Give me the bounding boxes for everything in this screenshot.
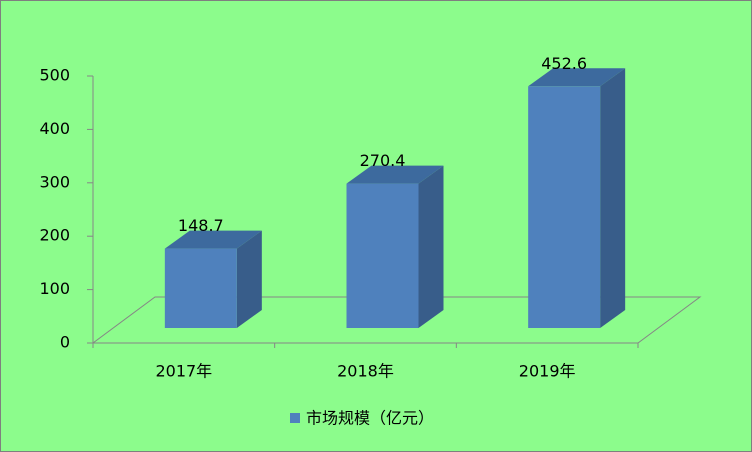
x-tick-label: 2017年 bbox=[155, 362, 212, 381]
y-tick-label: 300 bbox=[39, 172, 70, 191]
bar-side bbox=[418, 165, 444, 328]
value-label: 452.6 bbox=[541, 54, 587, 73]
bar-side bbox=[236, 230, 262, 328]
y-tick-label: 400 bbox=[39, 119, 70, 138]
bar-top bbox=[164, 230, 262, 249]
y-tick-label: 200 bbox=[39, 226, 70, 245]
x-tick-label: 2018年 bbox=[337, 362, 394, 381]
x-tick-label: 2019年 bbox=[519, 362, 576, 381]
y-tick-label: 500 bbox=[39, 66, 70, 85]
legend-label: 市场规模（亿元） bbox=[306, 409, 434, 428]
y-tick-label: 100 bbox=[39, 279, 70, 298]
bar bbox=[346, 183, 419, 328]
bar-top bbox=[346, 165, 444, 184]
bar-side bbox=[600, 68, 626, 329]
legend-swatch bbox=[290, 413, 300, 423]
value-label: 148.7 bbox=[178, 216, 224, 235]
bar bbox=[528, 86, 601, 328]
y-tick-label: 0 bbox=[60, 333, 70, 352]
bar bbox=[164, 248, 237, 328]
bar-top bbox=[528, 68, 626, 87]
value-label: 270.4 bbox=[360, 151, 406, 170]
